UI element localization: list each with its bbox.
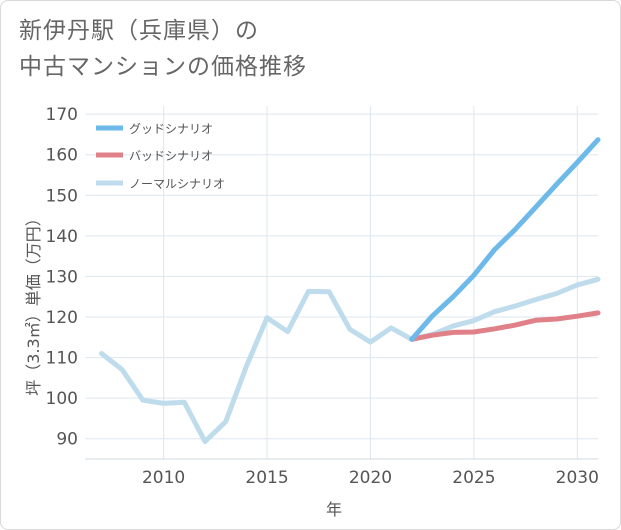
y-tick-label: 90 (56, 430, 78, 450)
y-tick-label: 110 (46, 349, 78, 369)
series-line-3 (99, 276, 601, 445)
y-axis-title: 坪（3.3㎡）単価（万円） (24, 210, 43, 395)
x-tick-label: 2015 (245, 468, 288, 488)
y-tick-label: 160 (46, 146, 78, 166)
x-axis-title: 年 (326, 500, 342, 519)
y-tick-label: 170 (46, 105, 78, 125)
legend-label-1: グッドシナリオ (129, 122, 213, 136)
x-tick-label: 2025 (452, 468, 495, 488)
chart-title: 新伊丹駅（兵庫県）の 中古マンションの価格推移 (19, 13, 307, 85)
x-tick-label: 2020 (349, 468, 392, 488)
x-axis-ticks: 2010 2015 2020 2025 2030 (142, 468, 599, 488)
chart-title-line-2: 中古マンションの価格推移 (19, 54, 307, 80)
y-tick-label: 120 (46, 308, 78, 328)
x-tick-label: 2030 (556, 468, 599, 488)
grid-lines (85, 106, 598, 460)
legend-label-2: バッドシナリオ (129, 149, 213, 163)
legend-label-3: ノーマルシナリオ (129, 177, 225, 191)
y-tick-label: 150 (46, 186, 78, 206)
series-line-1 (409, 137, 601, 342)
y-axis-ticks: 90 100 110 120 130 140 150 160 170 (46, 105, 78, 450)
series-line-2 (409, 310, 601, 342)
plot-series (99, 137, 601, 445)
y-tick-label: 130 (46, 267, 78, 287)
x-tick-label: 2010 (142, 468, 185, 488)
y-tick-label: 140 (46, 227, 78, 247)
chart-title-line-1: 新伊丹駅（兵庫県）の (19, 18, 259, 44)
y-tick-label: 100 (46, 389, 78, 409)
